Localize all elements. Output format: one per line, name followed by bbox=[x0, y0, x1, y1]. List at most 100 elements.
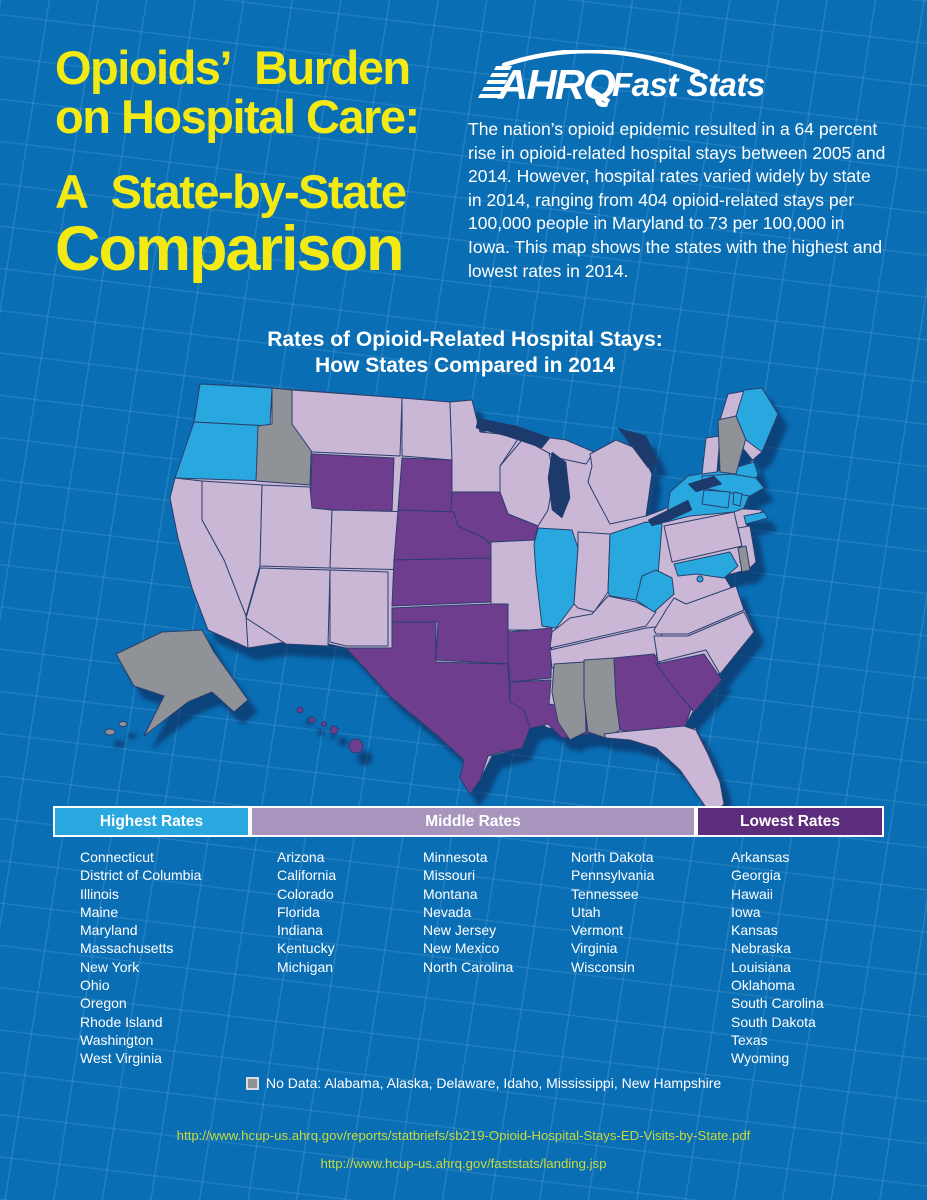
state-list-item: Iowa bbox=[731, 903, 761, 920]
state-connecticut bbox=[701, 489, 731, 509]
state-delaware bbox=[737, 545, 751, 573]
state-district-of-columbia bbox=[696, 575, 704, 583]
page-title-line4: Comparison bbox=[55, 213, 405, 284]
state-list-item: Georgia bbox=[731, 867, 781, 884]
state-oregon bbox=[174, 421, 271, 482]
map-title-line1: Rates of Opioid-Related Hospital Stays: bbox=[267, 328, 663, 351]
state-list-item: Arkansas bbox=[731, 849, 790, 865]
state-michigan bbox=[587, 439, 653, 525]
state-list-item: Oklahoma bbox=[731, 977, 795, 994]
state-wyoming bbox=[309, 453, 395, 513]
state-list-item: New York bbox=[80, 958, 140, 975]
lake-superior bbox=[475, 417, 551, 449]
state-list-item: Tennessee bbox=[571, 885, 639, 902]
state-alaska-aleutians bbox=[104, 728, 116, 736]
lowest-rates-state-list: Arkansas Georgia Hawaii Iowa Kansas Nebraska L… bbox=[731, 848, 824, 1068]
middle-rates-state-list-col3: North Dakota Pennsylvania Tennessee Utah Ver… bbox=[571, 848, 654, 976]
state-list-item: Indiana bbox=[277, 922, 323, 939]
state-new-hampshire bbox=[717, 415, 747, 475]
state-list-item: Colorado bbox=[277, 885, 334, 902]
intro-paragraph: The nation’s opioid epidemic resulted in… bbox=[468, 119, 886, 281]
state-list-item: New Jersey bbox=[423, 922, 497, 939]
state-maryland bbox=[673, 551, 739, 579]
state-new-york-long-island bbox=[743, 511, 769, 525]
state-montana bbox=[291, 389, 403, 457]
ahrq-logo-q-tail bbox=[586, 85, 611, 105]
state-list-item: Arizona bbox=[277, 849, 325, 865]
lake-huron bbox=[617, 427, 659, 469]
state-list-item: New Mexico bbox=[423, 940, 500, 957]
state-texas bbox=[345, 621, 531, 795]
no-data-label: No Data: Alabama, Alaska, Delaware, Idah… bbox=[266, 1075, 722, 1091]
ahrq-logo-text: AHRQ bbox=[497, 61, 615, 109]
state-list-item: Maine bbox=[80, 903, 119, 920]
legend-middle-rates: Middle Rates bbox=[250, 806, 696, 837]
state-list-item: Pennsylvania bbox=[571, 867, 655, 884]
state-list-item: Louisiana bbox=[731, 958, 791, 975]
state-maine bbox=[735, 387, 779, 453]
faststats-landing-link[interactable]: http://www.hcup-us.ahrq.gov/faststats/la… bbox=[320, 1156, 607, 1171]
fast-stats-wordmark: Fast Stats bbox=[612, 66, 765, 103]
page-title-line3: A State-by-State bbox=[55, 164, 407, 218]
state-california bbox=[169, 477, 249, 649]
state-list-item: Ohio bbox=[80, 977, 110, 994]
state-list-item: Illinois bbox=[80, 885, 119, 902]
state-list-item: District of Columbia bbox=[80, 867, 202, 884]
state-list-item: Rhode Island bbox=[80, 1013, 163, 1030]
statbrief-report-link[interactable]: http://www.hcup-us.ahrq.gov/reports/stat… bbox=[176, 1128, 751, 1143]
state-list-item: Washington bbox=[80, 1031, 154, 1048]
legend-lowest-rates: Lowest Rates bbox=[696, 806, 884, 837]
state-washington bbox=[193, 383, 273, 427]
state-hawaii-island-4 bbox=[329, 725, 339, 735]
state-kentucky bbox=[549, 595, 657, 649]
state-alaska-aleutians-2 bbox=[118, 721, 128, 727]
page-title-line2: on Hospital Care: bbox=[55, 89, 420, 143]
legend-highest-rates: Highest Rates bbox=[53, 806, 250, 837]
state-list-item: Nebraska bbox=[731, 940, 791, 957]
state-florida bbox=[603, 725, 725, 810]
state-south-dakota bbox=[397, 457, 455, 513]
state-list-item: Wisconsin bbox=[571, 958, 635, 975]
state-list-item: Nevada bbox=[423, 903, 472, 920]
map-title-line2: How States Compared in 2014 bbox=[315, 354, 615, 377]
state-list-item: North Dakota bbox=[571, 849, 654, 865]
us-choropleth-map bbox=[104, 383, 779, 810]
state-illinois bbox=[533, 527, 579, 629]
state-list-item: Texas bbox=[731, 1031, 768, 1048]
state-list-item: South Carolina bbox=[731, 995, 824, 1012]
map-title: Rates of Opioid-Related Hospital Stays: … bbox=[120, 327, 810, 379]
state-list-item: Virginia bbox=[571, 940, 618, 957]
state-list-item: West Virginia bbox=[80, 1050, 162, 1067]
state-list-item: Kansas bbox=[731, 922, 778, 939]
state-hawaii-island-2 bbox=[308, 716, 316, 724]
ahrq-logo-arc bbox=[501, 50, 701, 75]
page-title: Opioids’ Burden on Hospital Care: A Stat… bbox=[55, 41, 485, 284]
state-hawaii-island-5 bbox=[348, 738, 364, 754]
state-new-mexico bbox=[329, 569, 389, 647]
state-list-item: Missouri bbox=[423, 867, 476, 884]
state-west-virginia bbox=[635, 569, 675, 613]
middle-rates-state-list-col1: Arizona California Colorado Florida Indiana K… bbox=[277, 848, 336, 976]
state-north-dakota bbox=[401, 397, 453, 461]
state-alaska bbox=[115, 629, 249, 737]
state-virginia bbox=[653, 585, 745, 635]
state-north-carolina bbox=[653, 611, 755, 675]
state-south-carolina bbox=[655, 653, 723, 713]
state-hawaii-island-1 bbox=[296, 706, 304, 714]
state-list-item: Utah bbox=[571, 903, 601, 920]
lake-erie bbox=[647, 499, 693, 527]
state-rhode-island bbox=[732, 491, 743, 507]
state-list-item: Connecticut bbox=[80, 849, 154, 865]
ahrq-logo: AHRQ bbox=[478, 50, 701, 109]
page-title-line1: Opioids’ Burden bbox=[55, 41, 411, 94]
state-list-item: Michigan bbox=[277, 958, 334, 975]
state-list-item: South Dakota bbox=[731, 1013, 816, 1030]
lake-ontario bbox=[687, 475, 723, 493]
state-list-item: California bbox=[277, 867, 337, 884]
state-hawaii-island-3 bbox=[321, 721, 327, 727]
legend-bar: Highest Rates Middle Rates Lowest Rates bbox=[53, 806, 884, 837]
lake-michigan bbox=[547, 451, 571, 519]
no-data-swatch-icon bbox=[246, 1076, 259, 1090]
state-list-item: Florida bbox=[277, 903, 320, 920]
state-list-item: Hawaii bbox=[731, 885, 774, 902]
